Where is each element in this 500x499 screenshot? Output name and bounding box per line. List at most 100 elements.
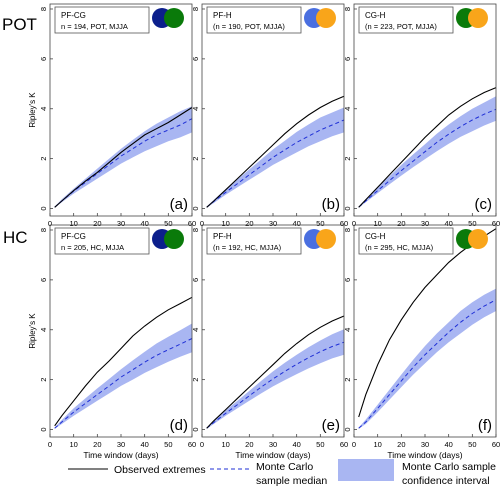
y-tick-label-3-1: 2: [39, 378, 48, 382]
y-tick-label-0-4: 8: [39, 7, 48, 11]
x-tick-label-0-1: 10: [69, 219, 77, 228]
x-tick-label-2-1: 10: [373, 219, 381, 228]
region-circle-right-4: [316, 229, 336, 249]
chart-panel-2: 0 10 20 30 40 50 60 0 2 4 6 8 CG-H (n = 223, POT, MJJ…: [343, 3, 500, 228]
y-tick-label-2-2: 4: [343, 107, 352, 111]
legend: Observed extremes Monte Carlo sample med…: [68, 459, 496, 487]
confidence-band-0: [54, 106, 193, 208]
y-tick-label-1-1: 2: [191, 157, 200, 161]
y-tick-label-5-1: 2: [343, 378, 352, 382]
region-circle-right-1: [316, 8, 336, 28]
y-tick-label-5-0: 0: [343, 427, 352, 431]
x-tick-label-3-3: 30: [117, 440, 125, 449]
x-tick-label-1-3: 30: [269, 219, 277, 228]
y-tick-label-2-0: 0: [343, 206, 352, 210]
row-label-pot: POT: [2, 15, 37, 34]
y-tick-label-1-4: 8: [191, 7, 200, 11]
panel-letter-0: (a): [170, 196, 188, 213]
panel-letter-2: (c): [475, 196, 493, 213]
panel-letter-5: (f): [478, 417, 492, 434]
x-tick-label-4-4: 40: [292, 440, 300, 449]
info-box-title-1: PF-H: [213, 11, 232, 20]
x-tick-label-0-5: 50: [164, 219, 172, 228]
chart-panel-3: 0 10 20 30 40 50 60 0 2 4 6 8 Ripley's K Time window …: [28, 224, 196, 460]
observed-line-3: [54, 296, 193, 427]
x-tick-label-2-6: 60: [492, 219, 500, 228]
x-tick-label-5-0: 0: [352, 440, 356, 449]
x-tick-label-1-6: 60: [340, 219, 348, 228]
x-tick-label-0-6: 60: [188, 219, 196, 228]
x-tick-label-1-0: 0: [200, 219, 204, 228]
info-box-detail-2: (n = 223, POT, MJJA): [365, 22, 437, 31]
median-line-5: [358, 299, 497, 429]
y-tick-label-4-3: 6: [191, 278, 200, 282]
x-tick-label-0-2: 20: [93, 219, 101, 228]
y-tick-label-5-4: 8: [343, 228, 352, 232]
plot-frame-5: [353, 224, 497, 438]
legend-observed-label: Observed extremes: [114, 464, 206, 476]
chart-panel-0: 0 10 20 30 40 50 60 0 2 4 6 8 Ripley's K PF-CG n = 194…: [28, 3, 196, 228]
x-tick-label-4-1: 10: [221, 440, 229, 449]
region-circle-right-5: [468, 229, 488, 249]
info-box-title-0: PF-CG: [61, 11, 86, 20]
y-tick-label-2-1: 2: [343, 157, 352, 161]
observed-line-0: [54, 107, 193, 208]
info-box-5: [358, 227, 454, 255]
y-tick-label-0-2: 4: [39, 107, 48, 111]
y-tick-label-0-0: 0: [39, 206, 48, 210]
info-box-title-3: PF-CG: [61, 232, 86, 241]
x-axis-label-3: Time window (days): [83, 450, 158, 460]
legend-median-label-1: Monte Carlo: [256, 461, 313, 473]
y-tick-label-3-2: 4: [39, 328, 48, 332]
info-box-2: [358, 6, 454, 34]
y-tick-label-1-3: 6: [191, 57, 200, 61]
y-tick-label-5-2: 4: [343, 328, 352, 332]
info-box-detail-5: (n = 295, HC, MJJA): [365, 243, 434, 252]
legend-band-label-1: Monte Carlo sample: [402, 461, 496, 473]
y-tick-label-4-2: 4: [191, 328, 200, 332]
info-box-detail-0: n = 194, POT, MJJA: [61, 22, 128, 31]
info-box-0: [54, 6, 150, 34]
y-tick-label-1-2: 4: [191, 107, 200, 111]
median-line-4: [206, 341, 345, 429]
x-tick-label-2-2: 20: [397, 219, 405, 228]
y-tick-label-0-3: 6: [39, 57, 48, 61]
x-tick-label-2-0: 0: [352, 219, 356, 228]
y-tick-label-4-1: 2: [191, 378, 200, 382]
chart-panel-1: 0 10 20 30 40 50 60 0 2 4 6 8 PF-H (n = 190, POT, MJJ…: [191, 3, 348, 228]
region-circle-right-0: [164, 8, 184, 28]
y-tick-label-3-3: 6: [39, 278, 48, 282]
info-box-3: [54, 227, 150, 255]
info-box-title-2: CG-H: [365, 11, 386, 20]
panel-letter-4: (e): [322, 417, 340, 434]
x-tick-label-1-1: 10: [221, 219, 229, 228]
panel-letter-3: (d): [170, 417, 188, 434]
y-tick-label-0-1: 2: [39, 157, 48, 161]
info-box-title-4: PF-H: [213, 232, 232, 241]
x-axis-label-4: Time window (days): [235, 450, 310, 460]
plot-frame-1: [201, 3, 345, 217]
x-tick-label-5-3: 30: [421, 440, 429, 449]
y-tick-label-1-0: 0: [191, 206, 200, 210]
x-tick-label-3-4: 40: [140, 440, 148, 449]
info-box-detail-3: n = 205, HC, MJJA: [61, 243, 124, 252]
y-tick-label-4-0: 0: [191, 427, 200, 431]
region-circle-right-2: [468, 8, 488, 28]
y-axis-label-0: Ripley's K: [28, 92, 37, 128]
median-line-3: [54, 338, 193, 429]
legend-band-swatch: [338, 459, 394, 481]
plot-frame-4: [201, 224, 345, 438]
panel-letter-1: (b): [322, 196, 340, 213]
y-axis-label-3: Ripley's K: [28, 313, 37, 349]
x-tick-label-5-6: 60: [492, 440, 500, 449]
chart-panel-5: 0 10 20 30 40 50 60 0 2 4 6 8 Time window (days) CG-H…: [343, 224, 500, 460]
x-tick-label-5-5: 50: [468, 440, 476, 449]
x-tick-label-3-2: 20: [93, 440, 101, 449]
median-line-2: [358, 108, 497, 208]
info-box-title-5: CG-H: [365, 232, 386, 241]
x-tick-label-3-0: 0: [48, 440, 52, 449]
confidence-band-1: [206, 107, 344, 208]
x-tick-label-5-1: 10: [373, 440, 381, 449]
x-tick-label-0-4: 40: [140, 219, 148, 228]
